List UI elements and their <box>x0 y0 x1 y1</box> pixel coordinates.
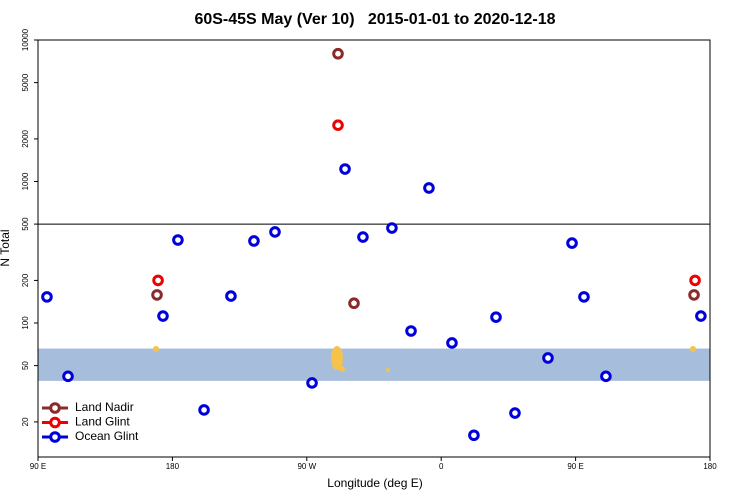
land-shape <box>153 346 159 352</box>
x-tick-label: 180 <box>703 462 717 471</box>
data-point <box>172 234 184 246</box>
data-point <box>386 222 398 234</box>
x-tick-label: 0 <box>439 462 444 471</box>
y-tick-label: 10000 <box>21 28 30 51</box>
data-point <box>600 370 612 383</box>
data-point <box>695 310 707 322</box>
data-point <box>41 291 53 303</box>
data-point <box>348 297 360 310</box>
data-point <box>405 325 417 337</box>
data-point <box>490 311 502 323</box>
y-tick-label: 50 <box>21 361 30 370</box>
data-point <box>688 289 700 301</box>
data-point <box>248 235 260 247</box>
legend-marker <box>49 431 61 443</box>
data-point <box>339 163 351 175</box>
data-point <box>566 237 578 249</box>
x-tick-label: 180 <box>166 462 180 471</box>
data-point <box>423 182 435 194</box>
shaded-band <box>38 348 710 381</box>
y-tick-label: 20 <box>21 417 30 426</box>
y-tick-label: 1000 <box>21 172 30 190</box>
x-axis-label: Longitude (deg E) <box>327 476 422 490</box>
legend-label: Land Nadir <box>75 400 134 414</box>
data-point <box>62 370 74 383</box>
chart-title: 60S-45S May (Ver 10) 2015-01-01 to 2020-… <box>194 11 555 28</box>
y-axis-label: N Total <box>0 229 12 266</box>
legend-label: Ocean Glint <box>75 429 139 443</box>
data-point <box>269 226 281 238</box>
data-point <box>689 274 701 287</box>
y-tick-label: 2000 <box>21 129 30 147</box>
legend-marker <box>49 402 61 414</box>
land-shape <box>331 346 343 370</box>
y-tick-label: 100 <box>21 316 30 330</box>
x-tick-label: 90 W <box>297 462 316 471</box>
data-point <box>578 291 590 303</box>
data-point <box>446 337 458 349</box>
data-point <box>468 429 480 442</box>
data-point <box>357 231 369 243</box>
data-point <box>198 404 210 416</box>
data-point <box>332 119 344 131</box>
data-point <box>306 377 318 389</box>
y-tick-label: 200 <box>21 273 30 287</box>
data-point <box>332 47 344 60</box>
land-shape <box>690 346 696 352</box>
x-tick-label: 90 E <box>30 462 46 471</box>
plot-frame <box>37 39 711 458</box>
legend-marker <box>49 416 61 429</box>
y-tick-label: 5000 <box>21 73 30 91</box>
land-shape <box>386 368 390 372</box>
x-tick-label: 90 E <box>567 462 583 471</box>
data-point <box>152 274 164 287</box>
legend-label: Land Glint <box>75 415 130 429</box>
data-point <box>225 290 237 302</box>
data-point <box>151 289 163 301</box>
land-shape <box>339 366 345 372</box>
data-point <box>157 310 169 322</box>
data-point <box>509 407 521 419</box>
y-tick-label: 500 <box>21 217 30 231</box>
data-point <box>542 352 554 364</box>
